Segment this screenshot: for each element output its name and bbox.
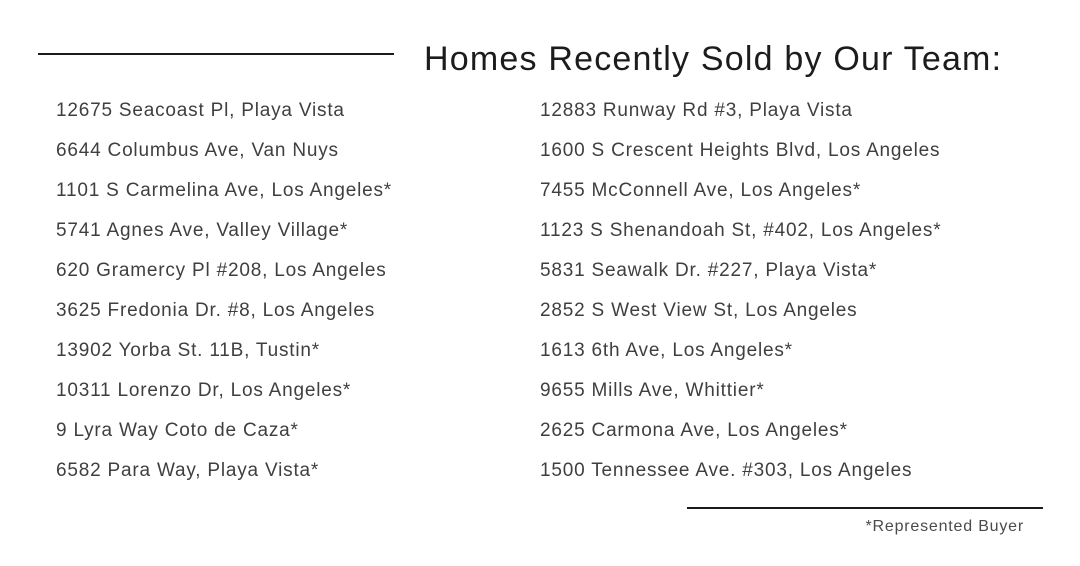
page-title: Homes Recently Sold by Our Team: — [424, 40, 1003, 78]
sold-home-address: 9 Lyra Way Coto de Caza* — [56, 420, 299, 441]
sold-home-address: 12675 Seacoast Pl, Playa Vista — [56, 100, 345, 121]
sold-home-address: 5831 Seawalk Dr. #227, Playa Vista* — [540, 260, 878, 281]
bottom-divider-rule — [687, 507, 1043, 509]
sold-home-address: 6644 Columbus Ave, Van Nuys — [56, 140, 339, 161]
sold-home-address: 7455 McConnell Ave, Los Angeles* — [540, 180, 862, 201]
sold-home-address: 12883 Runway Rd #3, Playa Vista — [540, 100, 853, 121]
sold-homes-list-right: 12883 Runway Rd #3, Playa Vista 1600 S Cr… — [540, 91, 941, 491]
sold-home-address: 1123 S Shenandoah St, #402, Los Angeles* — [540, 220, 942, 241]
top-divider-rule — [38, 53, 394, 55]
sold-home-address: 2852 S West View St, Los Angeles — [540, 300, 858, 321]
sold-homes-list-left: 12675 Seacoast Pl, Playa Vista 6644 Colum… — [56, 91, 392, 491]
sold-home-address: 6582 Para Way, Playa Vista* — [56, 460, 320, 481]
sold-home-address: 3625 Fredonia Dr. #8, Los Angeles — [56, 300, 375, 321]
sold-home-address: 13902 Yorba St. 11B, Tustin* — [56, 340, 320, 361]
represented-buyer-footnote: *Represented Buyer — [865, 518, 1024, 535]
sold-home-address: 5741 Agnes Ave, Valley Village* — [56, 220, 349, 241]
sold-home-address: 1500 Tennessee Ave. #303, Los Angeles — [540, 460, 913, 481]
sold-home-address: 10311 Lorenzo Dr, Los Angeles* — [56, 380, 352, 401]
sold-home-address: 1613 6th Ave, Los Angeles* — [540, 340, 793, 361]
sold-home-address: 2625 Carmona Ave, Los Angeles* — [540, 420, 848, 441]
sold-home-address: 620 Gramercy Pl #208, Los Angeles — [56, 260, 387, 281]
sold-home-address: 9655 Mills Ave, Whittier* — [540, 380, 765, 401]
sold-home-address: 1101 S Carmelina Ave, Los Angeles* — [56, 180, 392, 201]
sold-home-address: 1600 S Crescent Heights Blvd, Los Angele… — [540, 140, 941, 161]
